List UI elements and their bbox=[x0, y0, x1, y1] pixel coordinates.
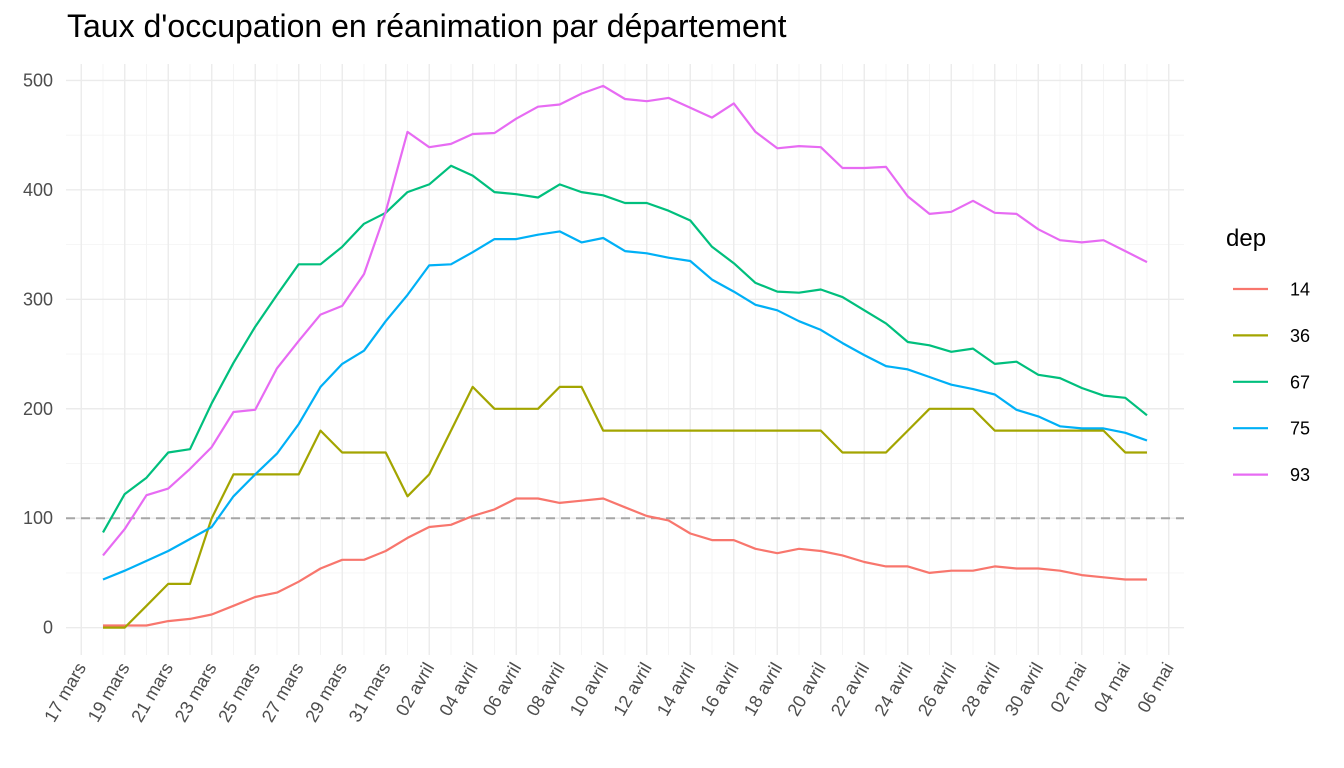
series-line-67 bbox=[102, 164, 1148, 533]
y-tick-label: 100 bbox=[23, 508, 53, 528]
legend-label-75: 75 bbox=[1290, 419, 1310, 439]
x-tick-label: 24 avril bbox=[870, 659, 916, 719]
chart-title: Taux d'occupation en réanimation par dép… bbox=[67, 8, 787, 44]
y-axis-ticks: 0 100 200 300 400 500 bbox=[23, 70, 53, 637]
y-tick-label: 300 bbox=[23, 289, 53, 309]
series-line-93 bbox=[102, 84, 1148, 557]
x-tick-label: 16 avril bbox=[696, 659, 742, 719]
x-tick-label: 06 mai bbox=[1133, 659, 1177, 716]
legend: dep 14 36 67 75 93 bbox=[1226, 225, 1310, 485]
x-tick-label: 28 avril bbox=[957, 659, 1003, 719]
x-tick-label: 14 avril bbox=[653, 659, 699, 719]
x-tick-label: 02 mai bbox=[1046, 659, 1090, 716]
series-line-36 bbox=[103, 385, 1147, 629]
x-tick-label: 30 avril bbox=[1001, 659, 1047, 719]
y-tick-label: 0 bbox=[43, 618, 53, 638]
minor-gridlines bbox=[66, 64, 1184, 655]
legend-title: dep bbox=[1226, 225, 1266, 252]
series-line-75 bbox=[102, 230, 1148, 581]
x-tick-label: 04 mai bbox=[1090, 659, 1134, 716]
x-tick-label: 31 mars bbox=[345, 659, 395, 725]
legend-label-93: 93 bbox=[1290, 465, 1310, 485]
x-tick-label: 04 avril bbox=[435, 659, 481, 719]
series-layer bbox=[102, 84, 1148, 629]
x-tick-label: 18 avril bbox=[740, 659, 786, 719]
x-tick-label: 06 avril bbox=[479, 659, 525, 719]
x-tick-label: 08 avril bbox=[522, 659, 568, 719]
x-tick-label: 10 avril bbox=[566, 659, 612, 719]
y-tick-label: 200 bbox=[23, 399, 53, 419]
x-tick-label: 12 avril bbox=[609, 659, 655, 719]
legend-label-14: 14 bbox=[1290, 280, 1310, 300]
x-tick-label: 26 avril bbox=[914, 659, 960, 719]
y-tick-label: 500 bbox=[23, 70, 53, 90]
legend-label-36: 36 bbox=[1290, 326, 1310, 346]
x-tick-label: 20 avril bbox=[783, 659, 829, 719]
x-tick-label: 02 avril bbox=[392, 659, 438, 719]
x-tick-label: 22 avril bbox=[827, 659, 873, 719]
y-tick-label: 400 bbox=[23, 180, 53, 200]
legend-label-67: 67 bbox=[1290, 372, 1310, 392]
series-line-14 bbox=[103, 497, 1147, 627]
